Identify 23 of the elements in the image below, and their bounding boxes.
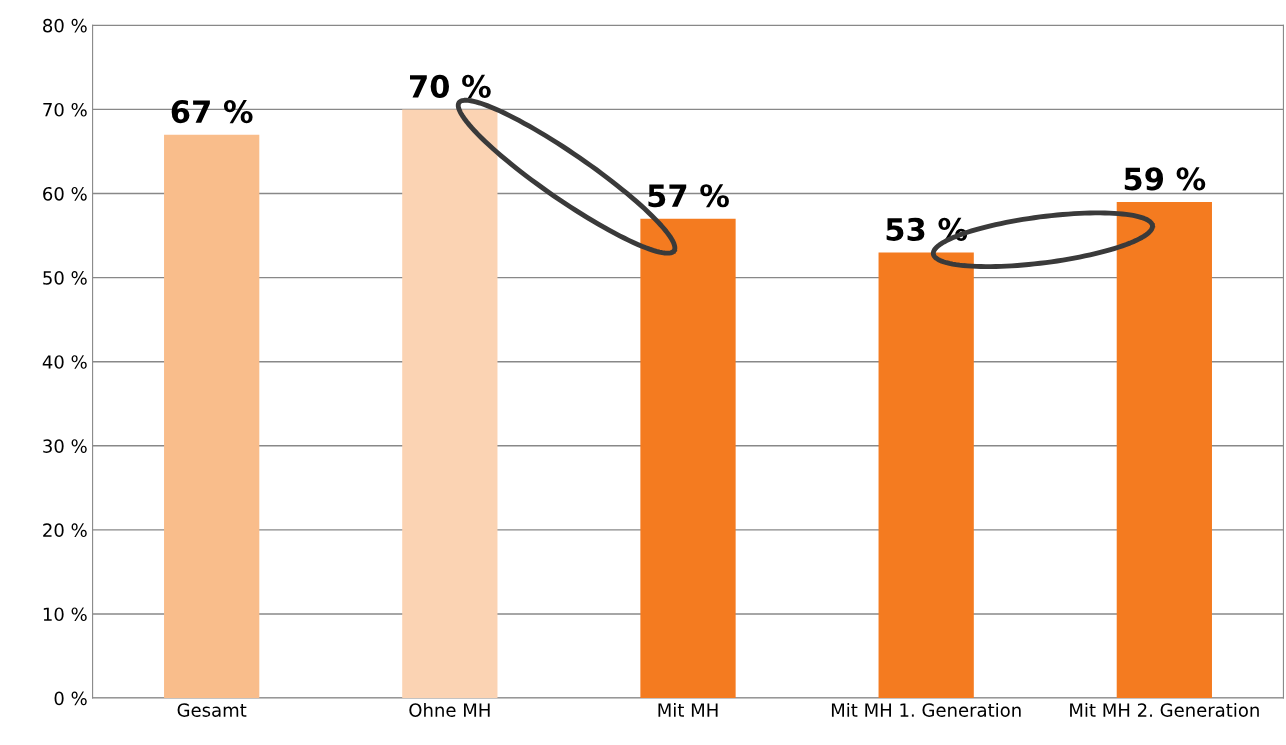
data-label: 70 %	[410, 74, 491, 98]
data-label: 57 %	[648, 184, 729, 208]
bar	[640, 218, 736, 699]
data-label: 67 %	[171, 100, 253, 124]
x-tick-label: Mit MH	[658, 702, 718, 717]
y-tick-label: 40 %	[42, 355, 87, 369]
y-tick-label: 10 %	[43, 607, 87, 622]
data-label: 59 %	[1124, 167, 1206, 191]
bar	[878, 252, 974, 699]
y-tick-label: 20 %	[43, 523, 87, 537]
y-tick-label: 60 %	[43, 186, 87, 201]
x-tick-label: Gesamt	[177, 703, 247, 717]
x-tick-label: Mit MH 2. Generation	[1070, 702, 1259, 717]
x-tick-label: Ohne MH	[409, 702, 490, 717]
y-tick-label: 50 %	[43, 271, 87, 285]
y-tick-label: 0 %	[54, 691, 87, 706]
bar	[402, 109, 498, 699]
x-tick-label: Mit MH 1. Generation	[831, 702, 1021, 717]
y-tick-label: 30 %	[43, 439, 87, 453]
bar	[1116, 201, 1212, 699]
y-tick-label: 70 %	[43, 102, 87, 117]
y-tick-label: 80 %	[43, 18, 87, 33]
bar	[164, 134, 260, 699]
